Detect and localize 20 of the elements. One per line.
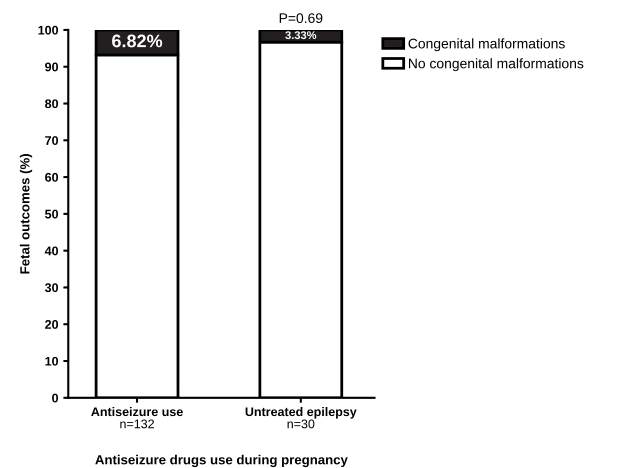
data-label: 6.82% xyxy=(112,34,162,48)
annotation: P=0.69 xyxy=(280,13,322,24)
y-tick-label: 30 xyxy=(44,283,58,292)
y-tick-label: 20 xyxy=(45,320,58,329)
y-tick-label: 50 xyxy=(45,210,58,219)
y-tick-label: 40 xyxy=(44,246,58,256)
x-axis-title: Antiseizure drugs use during pregnancy xyxy=(95,454,348,468)
y-tick-label: 60 xyxy=(45,172,58,182)
y-axis-title: Fetal outcomes (%) xyxy=(20,154,32,274)
legend-label: Congenital malformations xyxy=(408,38,565,52)
y-tick-label: 0 xyxy=(52,394,58,402)
data-label: 3.33% xyxy=(285,31,316,40)
y-tick-label: 70 xyxy=(45,136,58,145)
y-tick-label: 10 xyxy=(45,356,58,366)
y-tick-label: 80 xyxy=(45,99,58,108)
y-tick-label: 90 xyxy=(45,62,58,72)
y-tick-label: 100 xyxy=(38,26,58,35)
x-tick-label: Untreated epilepsy n=30 xyxy=(246,406,357,428)
legend-label: No congenital malformations xyxy=(408,58,584,72)
x-tick-label: Antiseizure use n=132 xyxy=(91,406,183,428)
